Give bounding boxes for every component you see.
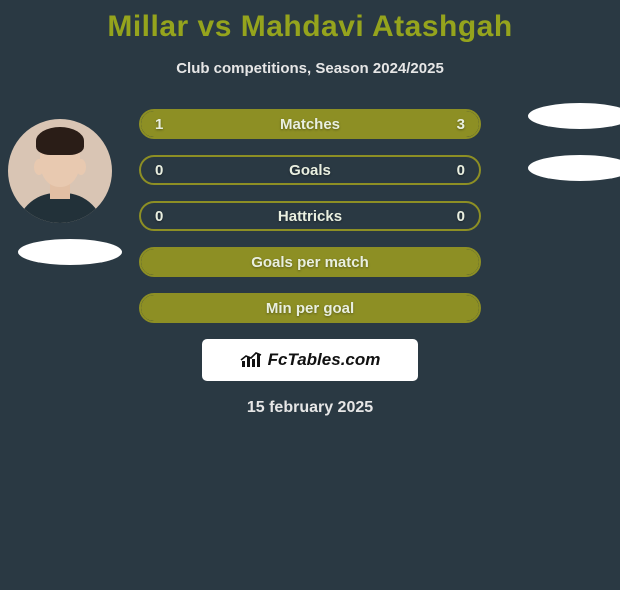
page-title: Millar vs Mahdavi Atashgah — [0, 10, 620, 44]
comparison-area: 13Matches 00Goals 00Hattricks Goals per mat… — [0, 109, 620, 417]
team-badge-right-placeholder — [528, 155, 620, 181]
stat-label: Min per goal — [141, 295, 479, 321]
watermark-text: FcTables.com — [268, 350, 381, 370]
stat-bar: Goals per match — [139, 247, 481, 277]
stat-bar: Min per goal — [139, 293, 481, 323]
stat-bars: 13Matches 00Goals 00Hattricks Goals per mat… — [139, 109, 481, 323]
chart-icon — [240, 351, 262, 369]
subtitle: Club competitions, Season 2024/2025 — [0, 60, 620, 77]
stat-bar: 00Goals — [139, 155, 481, 185]
stat-bar: 00Hattricks — [139, 201, 481, 231]
stat-bar: 13Matches — [139, 109, 481, 139]
player-right-avatar-placeholder — [528, 103, 620, 129]
snapshot-date: 15 february 2025 — [20, 399, 600, 417]
stat-label: Hattricks — [141, 203, 479, 229]
stat-label: Matches — [141, 111, 479, 137]
stat-label: Goals per match — [141, 249, 479, 275]
team-badge-left-placeholder — [18, 239, 122, 265]
player-left-avatar — [8, 119, 112, 223]
watermark: FcTables.com — [202, 339, 418, 381]
stat-label: Goals — [141, 157, 479, 183]
